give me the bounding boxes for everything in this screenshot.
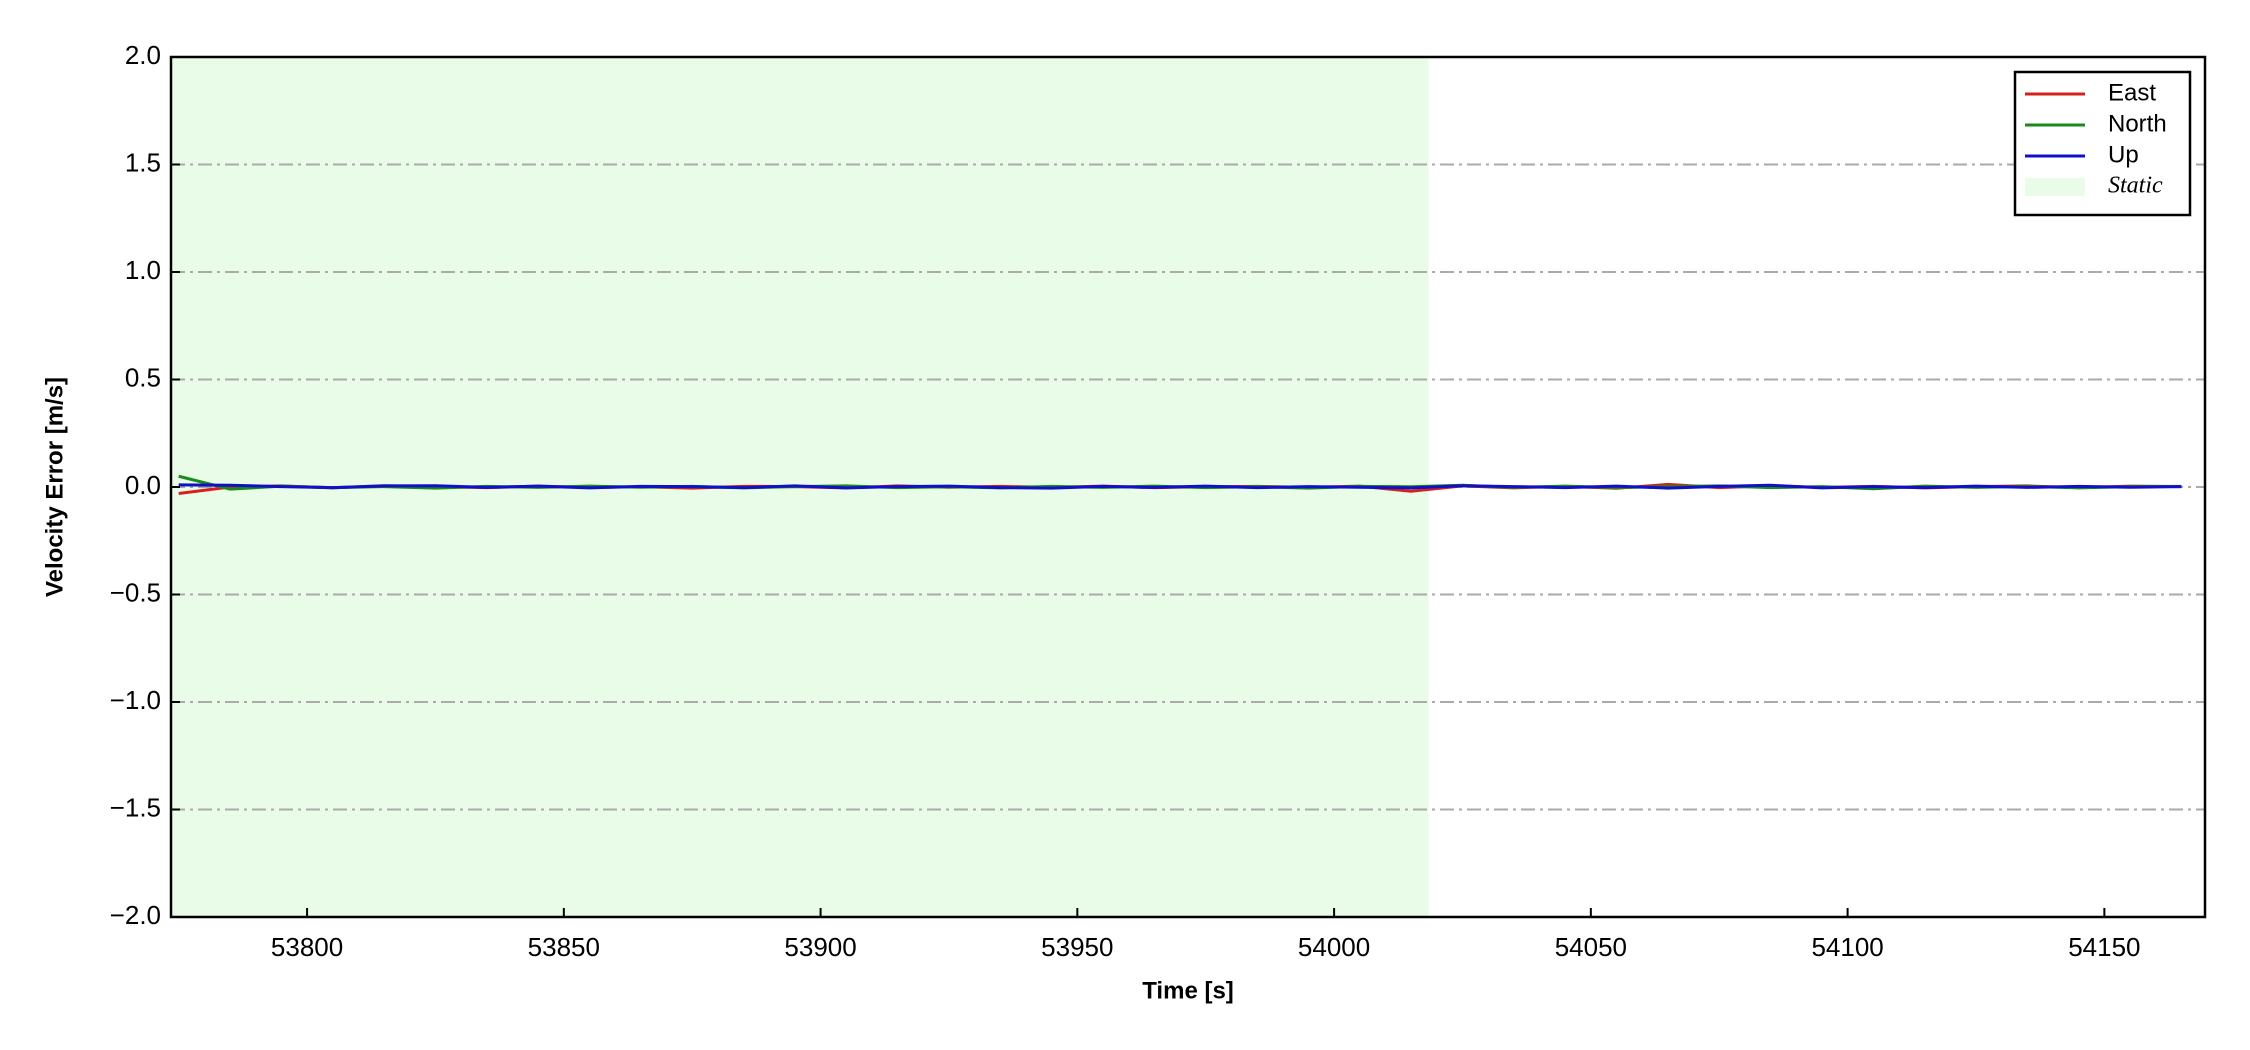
series-line	[178, 483, 2182, 490]
legend-label: East	[2108, 79, 2156, 106]
x-tick-label: 54100	[1811, 932, 1883, 962]
y-tick-label: −0.5	[110, 577, 161, 607]
y-tick-label: −1.0	[110, 685, 161, 715]
y-tick-label: 0.0	[125, 470, 161, 500]
legend-label: Static	[2108, 173, 2163, 199]
y-tick-label: 1.5	[125, 147, 161, 177]
x-tick-label: 54000	[1298, 932, 1370, 962]
plot-frame	[169, 55, 2207, 919]
x-tick-label: 53850	[528, 932, 600, 962]
legend-label: North	[2108, 110, 2167, 137]
x-tick-label: 53900	[784, 932, 856, 962]
x-axis-label: Time [s]	[1142, 977, 1234, 1004]
y-tick-label: −1.5	[110, 792, 161, 822]
legend-swatch	[2025, 178, 2085, 196]
x-tick-label: 54050	[1555, 932, 1627, 962]
y-tick-label: −2.0	[110, 900, 161, 930]
x-tick-label: 53800	[271, 932, 343, 962]
x-tick-label: 53950	[1041, 932, 1113, 962]
x-tick-label: 54150	[2068, 932, 2140, 962]
y-tick-label: 1.0	[125, 255, 161, 285]
y-tick-label: 2.0	[125, 40, 161, 70]
legend-label: Up	[2108, 141, 2139, 168]
y-tick-label: 0.5	[125, 362, 161, 392]
y-axis-label: Velocity Error [m/s]	[41, 377, 68, 597]
